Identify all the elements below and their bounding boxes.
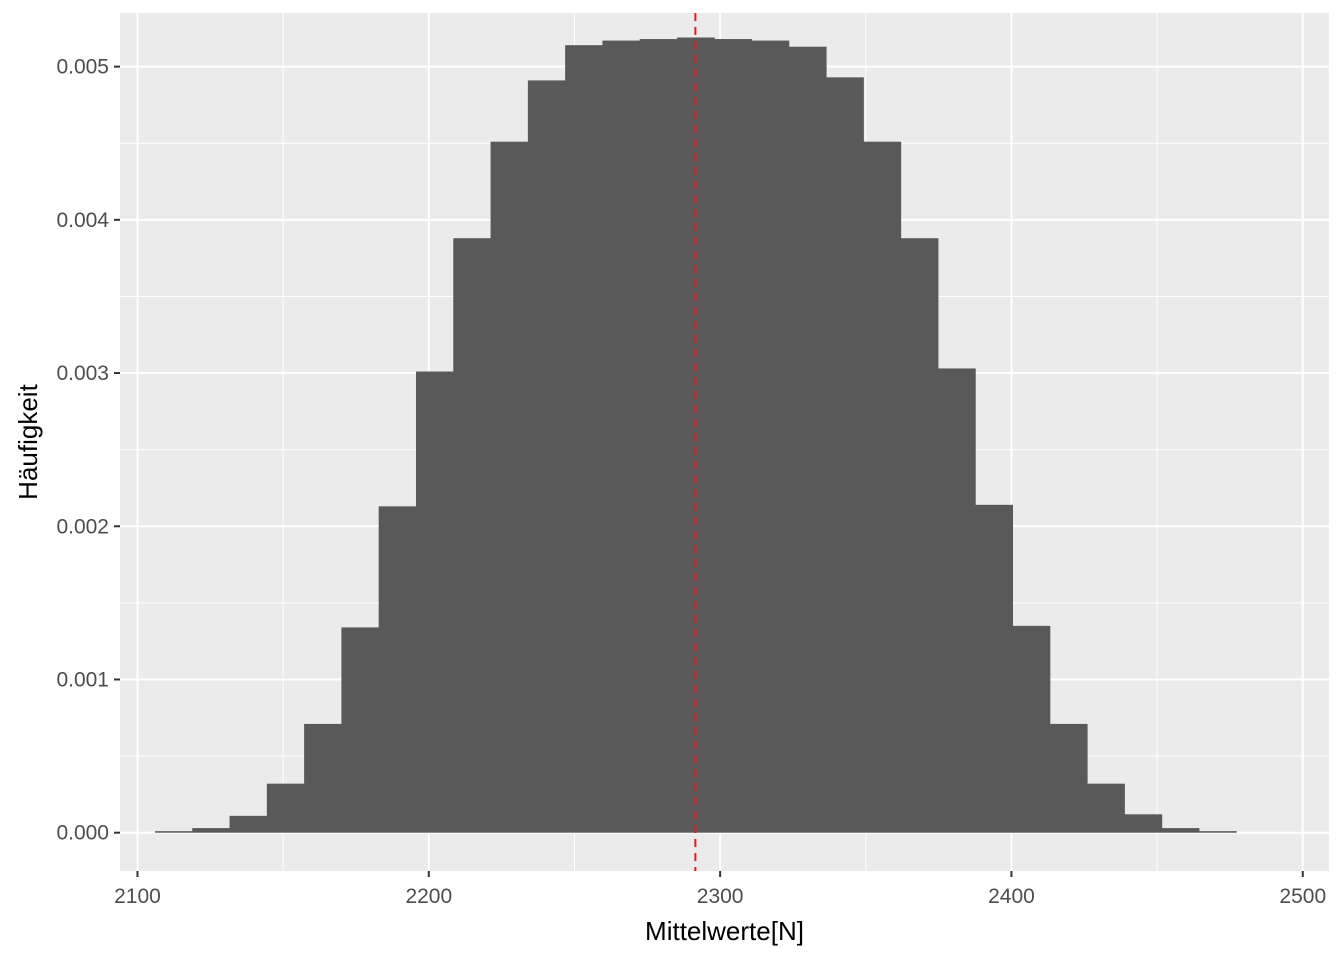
y-tick-label: 0.001 bbox=[56, 668, 109, 691]
histogram-bar bbox=[1012, 625, 1051, 833]
histogram-bar bbox=[304, 723, 342, 833]
x-tick-label: 2400 bbox=[988, 885, 1035, 908]
histogram-bar bbox=[975, 504, 1014, 833]
histogram-bar bbox=[602, 40, 641, 833]
x-tick-label: 2200 bbox=[405, 885, 452, 908]
histogram-bar bbox=[714, 39, 752, 833]
histogram-bar bbox=[192, 828, 230, 833]
histogram-bar bbox=[527, 80, 566, 833]
histogram-bar bbox=[826, 77, 864, 833]
x-tick-label: 2500 bbox=[1279, 885, 1326, 908]
x-axis-title: Mittelwerte[N] bbox=[645, 916, 804, 946]
histogram-bar bbox=[938, 368, 976, 833]
histogram-bar bbox=[415, 371, 454, 833]
histogram-bar bbox=[639, 39, 678, 833]
x-tick-label: 2100 bbox=[114, 885, 161, 908]
histogram-bar bbox=[378, 506, 417, 833]
histogram-bar bbox=[490, 141, 529, 833]
histogram-bar bbox=[1161, 828, 1200, 833]
y-tick-label: 0.004 bbox=[56, 209, 109, 232]
y-axis-title: Häufigkeit bbox=[13, 383, 43, 499]
histogram-bar bbox=[154, 831, 193, 833]
histogram-bar bbox=[1049, 723, 1088, 833]
histogram-bar bbox=[341, 627, 380, 833]
histogram-bar bbox=[1124, 814, 1163, 833]
histogram-bar bbox=[751, 40, 790, 833]
y-tick-label: 0.003 bbox=[56, 362, 109, 385]
histogram-bar bbox=[1087, 783, 1125, 833]
histogram-bar bbox=[565, 45, 603, 833]
histogram-bar bbox=[788, 46, 827, 833]
histogram-bar bbox=[229, 815, 268, 833]
histogram-bar bbox=[453, 238, 491, 833]
histogram-bar bbox=[863, 141, 902, 833]
y-axis: 0.000 0.001 0.002 0.003 0.004 0.005 bbox=[56, 56, 120, 845]
histogram-bar bbox=[266, 783, 305, 833]
x-tick-label: 2300 bbox=[697, 885, 744, 908]
y-tick-label: 0.005 bbox=[56, 56, 109, 79]
histogram-bar bbox=[1199, 831, 1237, 833]
histogram-bar bbox=[900, 238, 939, 833]
x-axis: 2100 2200 2300 2400 2500 bbox=[114, 871, 1326, 908]
y-tick-label: 0.000 bbox=[56, 822, 109, 845]
y-tick-label: 0.002 bbox=[56, 515, 109, 538]
